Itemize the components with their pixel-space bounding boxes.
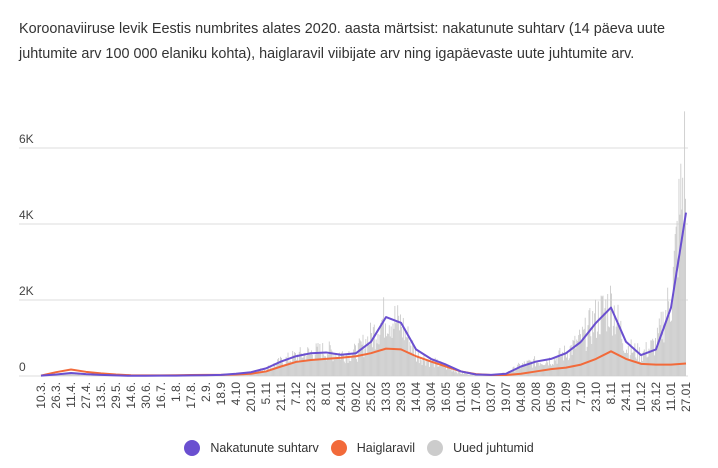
x-tick-label: 19.07 — [499, 382, 513, 412]
x-tick-label: 23.10 — [589, 382, 603, 412]
x-tick-label: 2.9. — [199, 382, 213, 402]
x-tick-label: 27.01 — [679, 382, 693, 412]
legend-dot-icon — [184, 440, 201, 456]
x-tick-label: 8.11 — [604, 382, 618, 405]
x-tick-label: 25.02 — [364, 382, 378, 412]
legend-item-nakatunute[interactable]: Nakatunute suhtarv — [184, 440, 319, 456]
x-tick-label: 05.09 — [544, 382, 558, 412]
x-tick-label: 4.10 — [229, 382, 243, 406]
x-tick-label: 03.07 — [484, 382, 498, 412]
x-tick-label: 18.9 — [214, 382, 228, 406]
legend-item-uued-juhtumid[interactable]: Uued juhtumid — [427, 440, 534, 456]
x-tick-label: 24.01 — [334, 382, 348, 412]
x-tick-label: 21.11 — [274, 382, 288, 411]
y-tick-label: 0 — [19, 360, 26, 374]
x-tick-label: 17.06 — [469, 382, 483, 412]
x-tick-label: 26.3. — [49, 382, 63, 409]
x-tick-label: 11.4. — [64, 382, 78, 408]
x-tick-label: 16.05 — [439, 382, 453, 412]
x-tick-label: 01.06 — [454, 382, 468, 412]
y-tick-label: 2K — [19, 284, 34, 298]
y-tick-label: 6K — [19, 132, 34, 146]
x-tick-label: 13.5. — [94, 382, 108, 409]
x-tick-label: 14.6. — [124, 382, 138, 409]
x-tick-label: 11.01 — [664, 382, 678, 411]
legend-dot-icon — [330, 440, 347, 456]
x-tick-label: 30.6. — [139, 382, 153, 409]
legend-item-haiglaravil[interactable]: Haiglaravil — [330, 440, 416, 456]
x-tick-label: 20.10 — [244, 382, 258, 412]
lines — [40, 212, 687, 377]
x-tick-label: 21.09 — [559, 382, 573, 412]
x-tick-label: 30.04 — [424, 382, 438, 412]
x-tick-label: 7.12 — [289, 382, 303, 406]
x-tick-label: 17.8. — [184, 382, 198, 409]
x-tick-label: 04.08 — [514, 382, 528, 412]
x-tick-label: 1.8. — [169, 382, 183, 402]
x-tick-label: 8.01 — [319, 382, 333, 406]
chart-title: Koroonaviiruse levik Eestis numbrites al… — [19, 20, 665, 62]
x-tick-label: 29.03 — [394, 382, 408, 412]
x-tick-label: 26.12 — [649, 382, 663, 412]
x-tick-label: 14.04 — [409, 382, 423, 412]
x-tick-label: 13.03 — [379, 382, 393, 412]
x-tick-label: 09.02 — [349, 382, 363, 412]
x-tick-label: 7.10 — [574, 382, 588, 406]
legend-label: Uued juhtumid — [453, 441, 534, 455]
x-tick-label: 5.11 — [259, 382, 273, 405]
x-tick-label: 29.5. — [109, 382, 123, 409]
x-tick-label: 10.12 — [634, 382, 648, 412]
legend: Nakatunute suhtarv Haiglaravil Uued juht… — [0, 440, 718, 456]
x-tick-label: 24.11 — [619, 382, 633, 411]
legend-label: Haiglaravil — [356, 441, 416, 455]
x-tick-label: 16.7. — [154, 382, 168, 409]
bars-uued-juhtumid — [41, 111, 686, 376]
legend-label: Nakatunute suhtarv — [210, 441, 319, 455]
x-tick-label: 20.08 — [529, 382, 543, 412]
x-axis-ticks: 10.3. 26.3. 11.4. 27.4. 13.5. 29.5. 14.6. 30.6.… — [34, 382, 693, 412]
y-axis-ticks: 0 2K 4K 6K — [19, 132, 34, 374]
x-tick-label: 23.12 — [304, 382, 318, 412]
legend-dot-icon — [427, 440, 444, 456]
x-tick-label: 27.4. — [79, 382, 93, 409]
x-tick-label: 10.3. — [34, 382, 48, 409]
y-tick-label: 4K — [19, 208, 34, 222]
